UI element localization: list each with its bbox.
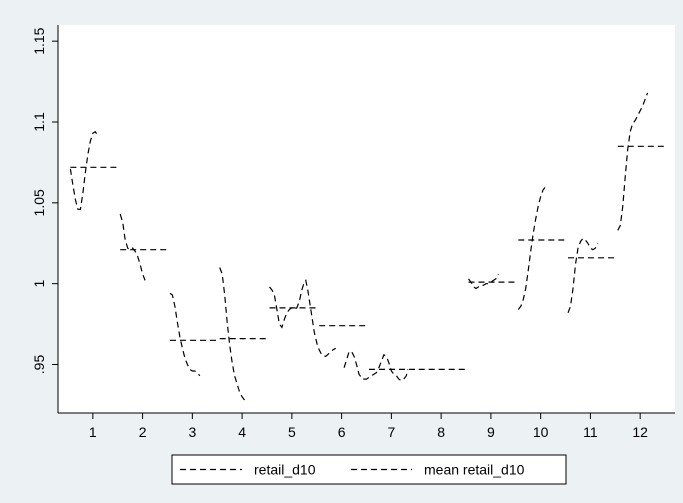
x-tick-label: 11 [583, 424, 598, 440]
plot-area [58, 25, 675, 413]
y-tick-label: 1 [31, 280, 47, 288]
legend-item-mean-retail_d10: mean retail_d10 [351, 462, 525, 478]
series-line-segment [617, 92, 649, 231]
x-tick-label: 1 [89, 424, 97, 440]
series-retail_d10 [69, 92, 649, 401]
series-line-segment [343, 351, 409, 382]
legend-box [171, 454, 567, 485]
series-line-segment [219, 267, 246, 401]
x-tick-label: 3 [188, 424, 196, 440]
x-tick-label: 4 [238, 424, 246, 440]
legend-item-retail_d10: retail_d10 [180, 462, 316, 478]
series-line-segment [567, 237, 599, 314]
y-tick-label: 1.1 [31, 112, 47, 132]
series-line-segment [69, 130, 98, 210]
x-tick-label: 9 [487, 424, 495, 440]
x-tick-label: 5 [288, 424, 296, 440]
y-tick-label: .95 [31, 355, 47, 375]
legend: retail_d10 mean retail_d10 [171, 454, 567, 485]
x-tick-label: 7 [387, 424, 395, 440]
x-tick-label: 2 [139, 424, 147, 440]
series-line-segment [517, 184, 549, 310]
y-tick-label: 1.05 [31, 189, 47, 216]
series-line-segment [169, 292, 201, 377]
series-layer [69, 92, 665, 401]
series-line-segment [468, 273, 499, 290]
x-tick-label: 6 [338, 424, 346, 440]
series-mean-retail_d10 [70, 145, 665, 370]
y-tick-label: 1.15 [31, 27, 47, 54]
y-axis-ticks: .95 1 1.05 1.1 1.15 [31, 27, 58, 374]
x-axis-ticks: 1 2 3 4 5 6 7 8 9 10 11 12 [89, 413, 648, 440]
legend-label-mean-retail_d10: mean retail_d10 [424, 462, 525, 478]
legend-label-retail_d10: retail_d10 [254, 462, 316, 478]
x-tick-label: 8 [437, 424, 445, 440]
x-tick-label: 10 [533, 424, 549, 440]
series-line-segment [119, 214, 146, 281]
x-tick-label: 12 [632, 424, 648, 440]
